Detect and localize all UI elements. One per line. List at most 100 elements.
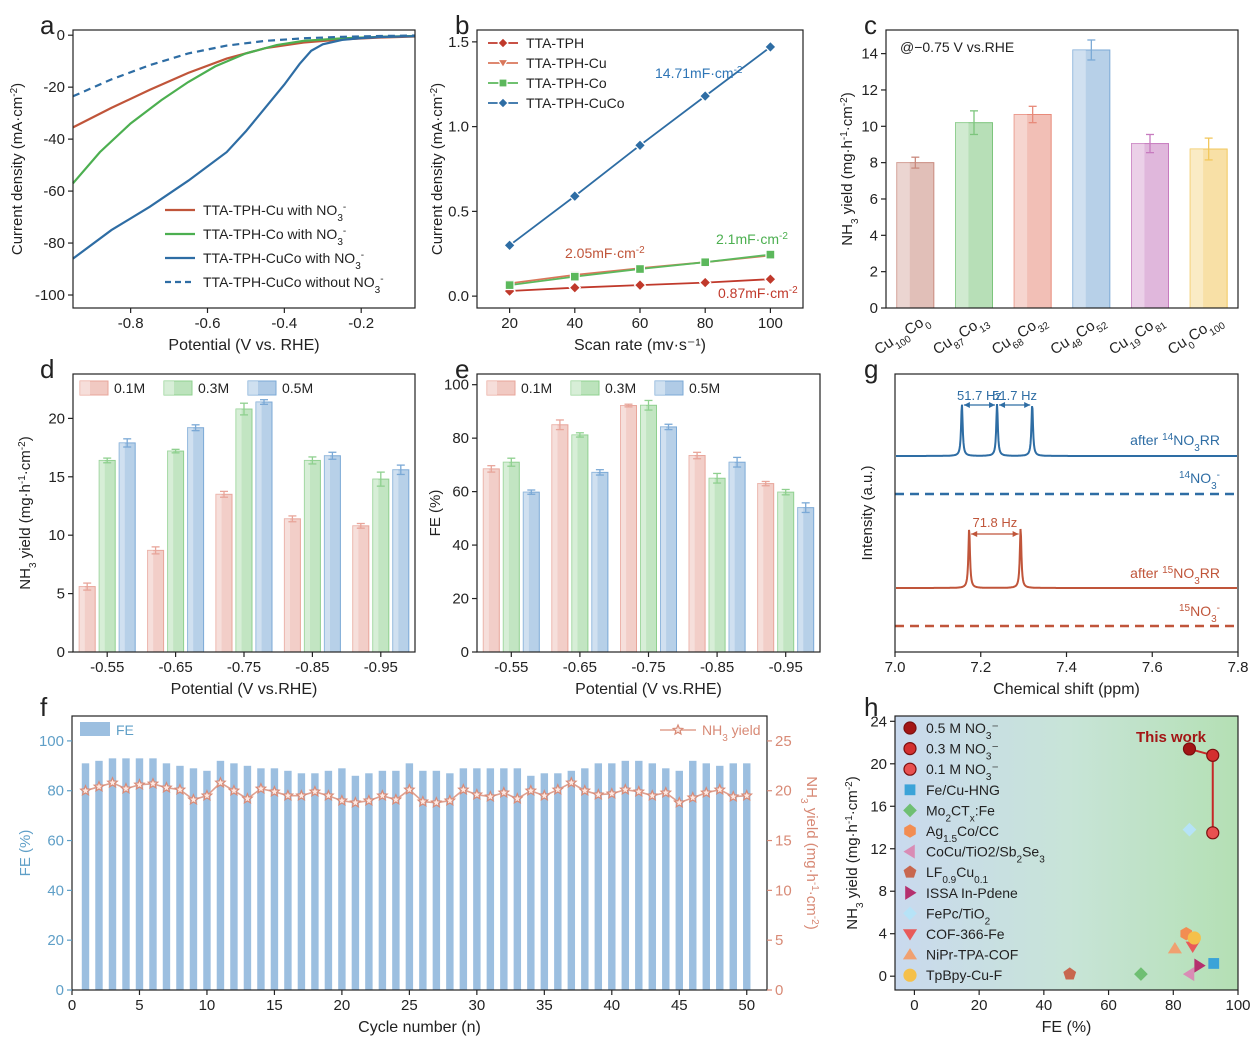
literature-point — [1182, 822, 1197, 837]
label-part: TTA-TPH-CuCo with NO — [203, 250, 355, 266]
label-part: after — [1130, 432, 1162, 448]
legend-swatch-highlight — [487, 381, 497, 395]
nh3-point — [484, 790, 497, 803]
fe-bar — [176, 765, 184, 990]
bar-highlight — [304, 460, 310, 652]
legend-label: 0.5 M NO3⁻ — [926, 720, 999, 742]
nh3-point — [281, 789, 295, 802]
x-tick-label: -0.55 — [90, 659, 124, 676]
y-tick-label: -60 — [43, 183, 65, 200]
literature-point — [1187, 931, 1201, 945]
label-part: ·cm — [839, 106, 856, 131]
bar-highlight — [955, 122, 969, 309]
fe-bar — [473, 768, 481, 990]
fe-bar — [365, 773, 373, 990]
nh3-line — [85, 781, 747, 804]
y-tick-label: 24 — [870, 713, 887, 730]
label-part: -2 — [839, 97, 850, 106]
label-part: 81 — [1153, 320, 1169, 336]
bar-highlight — [1072, 49, 1086, 308]
label-part: Cu — [1165, 334, 1190, 359]
label-part: -2 — [810, 916, 821, 925]
label-part: -1 — [810, 882, 821, 891]
nh3-point — [538, 789, 551, 802]
nh3-point — [740, 789, 753, 802]
legend-label: TTA-TPH — [526, 35, 584, 51]
category-label: Cu48Co52 — [1047, 311, 1110, 362]
data-point — [765, 249, 776, 260]
legend-marker — [671, 723, 685, 736]
label-part: 2 — [985, 916, 991, 927]
nh3-point — [214, 776, 227, 789]
category-label: Cu0Co100 — [1165, 311, 1228, 362]
y-tick-label: 0 — [57, 27, 65, 44]
nh3-point — [241, 792, 254, 805]
label-part: 1.5 — [943, 834, 957, 845]
plot-frame — [72, 373, 416, 653]
data-point — [503, 238, 516, 252]
fe-bar — [297, 773, 306, 990]
panel-letter: g — [864, 354, 878, 384]
fe-bar — [419, 770, 427, 990]
nh3-point — [308, 785, 322, 798]
fe-bar — [648, 763, 657, 990]
y-tick-label: 1.5 — [448, 34, 469, 51]
bar-highlight — [352, 525, 359, 652]
label-part: 0.5 M NO — [926, 720, 986, 736]
plot-frame — [885, 29, 1239, 309]
fe-bar — [405, 763, 414, 990]
x-axis-label: Cycle number (n) — [358, 1019, 481, 1036]
legend-marker — [903, 968, 917, 982]
fe-bar — [716, 765, 724, 990]
label-part: 14 — [1179, 470, 1191, 481]
label-part: -2 — [734, 65, 743, 76]
legend-swatch — [163, 380, 193, 396]
y-tick-label: -40 — [43, 131, 65, 148]
literature-point — [1063, 967, 1077, 980]
y-axis-label: Intensity (a.u.) — [859, 465, 876, 560]
fe-bar — [594, 763, 603, 990]
fe-bar — [675, 770, 683, 990]
label-part: -1 — [17, 475, 28, 484]
label-part: 3 — [1211, 614, 1217, 625]
label-part: ·cm — [844, 790, 861, 815]
bar-highlight — [392, 469, 399, 652]
panel-letter: c — [864, 10, 877, 40]
nh3-point — [457, 783, 470, 796]
this-work-label: This work — [1136, 729, 1207, 746]
label-part: 3 — [986, 772, 992, 783]
bar-highlight — [640, 405, 647, 652]
label-part: Fe/Cu-HNG — [926, 782, 1000, 798]
label-part: 14 — [1162, 432, 1174, 443]
panel-letter: d — [40, 354, 54, 384]
literature-point — [1182, 966, 1195, 982]
label-part: 3 — [28, 562, 39, 568]
label-part: TTA-TPH-CuCo without NO — [203, 274, 375, 290]
label-part: 2.1mF·cm — [716, 231, 779, 247]
label-part: 32 — [1036, 320, 1052, 336]
nh3-point — [592, 788, 605, 801]
bar-highlight — [324, 455, 330, 652]
label-part: Mo — [926, 802, 946, 818]
label-part: -2 — [9, 87, 20, 96]
label-part: NO — [1173, 432, 1194, 448]
legend-swatch-highlight — [655, 381, 665, 395]
x-tick-label: 35 — [536, 997, 553, 1014]
fe-bar — [203, 770, 211, 990]
y-tick-label: 100 — [444, 377, 469, 394]
bar-highlight — [571, 434, 578, 652]
label-part: 3 — [855, 902, 866, 908]
y-tick-label: 0 — [461, 644, 469, 661]
y-axis-label: NH3 yield (mg·h-1·cm-2) — [839, 92, 861, 245]
y-tick-label: 20 — [452, 591, 469, 608]
label-part: 0 — [1187, 339, 1198, 351]
y-tick-label: 15 — [48, 469, 65, 486]
label-part: - — [361, 250, 364, 261]
x-tick-label: -0.6 — [195, 315, 221, 332]
bar-highlight — [620, 405, 627, 652]
y-tick-label: 60 — [452, 484, 469, 501]
bar-highlight — [709, 478, 715, 652]
bar-highlight — [483, 468, 489, 652]
nh3-point — [146, 777, 160, 790]
bar-highlight — [1131, 143, 1145, 308]
